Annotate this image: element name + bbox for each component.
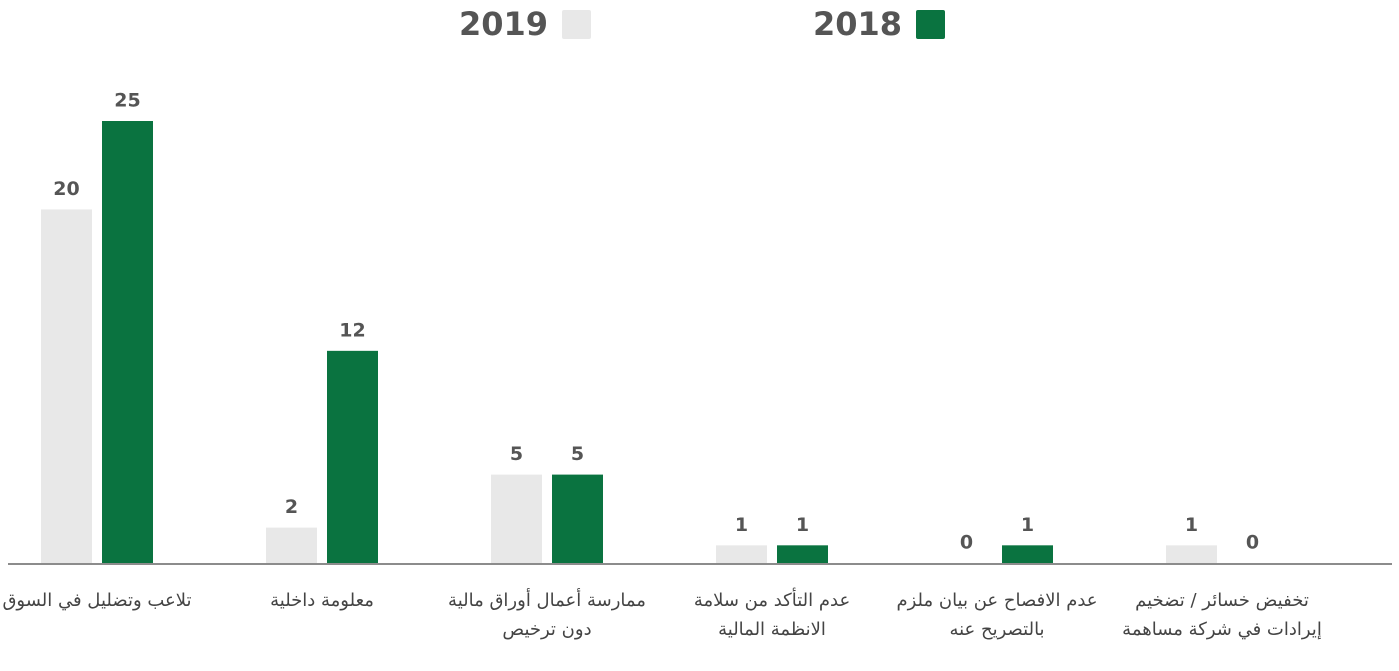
category-label: ممارسة أعمال أوراق مالية دون ترخيص [448, 590, 646, 640]
bar [1002, 545, 1053, 563]
category-label: عدم الافصاح عن بيان ملزم بالتصريح عنه [896, 590, 1098, 640]
bar [266, 527, 317, 563]
category-label: تخفيض خسائر / تضخيم إيرادات في شركة مساه… [1122, 590, 1322, 640]
legend-swatch [562, 10, 591, 39]
bar [777, 545, 828, 563]
bar [491, 474, 542, 563]
value-label: 12 [339, 319, 365, 341]
value-label: 25 [114, 90, 140, 112]
legend-label: 2019 [459, 5, 548, 43]
value-label: 5 [510, 443, 523, 465]
bar [716, 545, 767, 563]
value-label: 1 [1021, 514, 1034, 536]
value-label: 20 [53, 178, 79, 200]
value-label: 5 [571, 443, 584, 465]
value-label: 0 [960, 532, 973, 554]
value-label: 1 [796, 514, 809, 536]
bar [552, 474, 603, 563]
value-label: 1 [735, 514, 748, 536]
bar [41, 209, 92, 563]
category-label: تلاعب وتضليل في السوق [2, 590, 192, 611]
bar [327, 350, 378, 563]
value-label: 2 [285, 496, 298, 518]
value-label: 0 [1246, 532, 1259, 554]
bar [102, 121, 153, 563]
legend-label: 2018 [813, 5, 902, 43]
legend-swatch [916, 10, 945, 39]
value-label: 1 [1185, 514, 1198, 536]
bar [1166, 545, 1217, 563]
category-label: معلومة داخلية [270, 590, 374, 611]
category-label: عدم التأكد من سلامة الانظمة المالية [693, 590, 851, 640]
